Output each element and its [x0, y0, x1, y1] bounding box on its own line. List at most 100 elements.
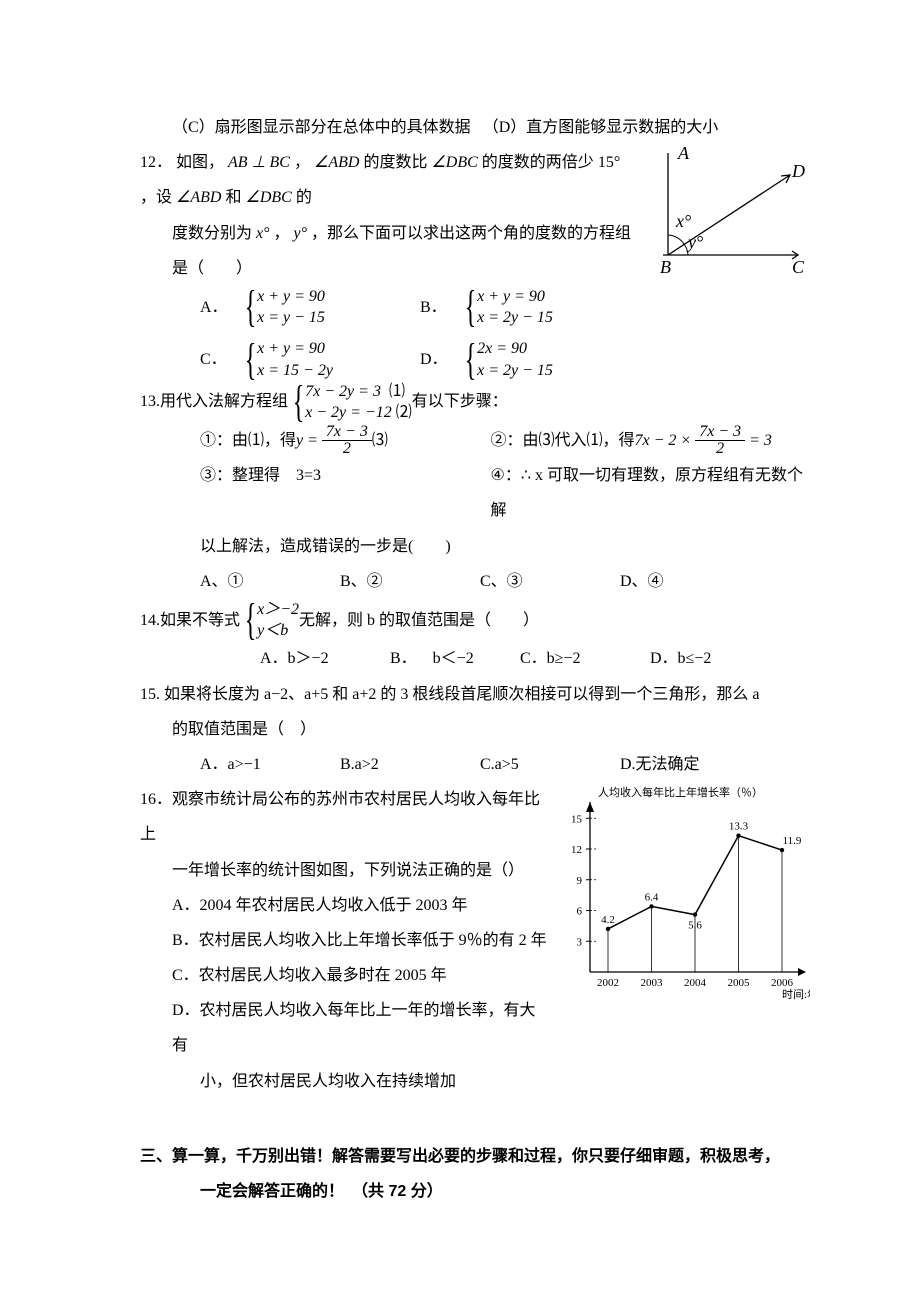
svg-text:12: 12 [571, 844, 582, 856]
q12-block: 12． 如图， AB ⊥ BC ， ∠ABD 的度数比 ∠DBC 的度数的两倍少… [140, 145, 810, 381]
q13-s1-tag: ⑶ [372, 423, 388, 458]
q13-close: 以上解法，造成错误的一步是( ) [140, 529, 810, 564]
q13-optA: A、① [200, 564, 290, 599]
q12-t4: 的度数的两倍少 [482, 154, 594, 171]
q12-opt-b-eq: { x + y = 90 x = 2y − 15 [460, 286, 553, 328]
q15-options: A．a>−1 B.a>2 C.a>5 D.无法确定 [140, 747, 810, 782]
q14-optB: B． b＜−2 [390, 641, 480, 676]
q12-stem-line1: 12． 如图， AB ⊥ BC ， ∠ABD 的度数比 ∠DBC 的度数的两倍少… [140, 145, 640, 215]
svg-text:2002: 2002 [597, 977, 619, 989]
q12-t2: ， [294, 154, 310, 171]
q12-stem-line2: 度数分别为 x° ， y° ，那么下面可以求出这两个角的度数的方程组是（ ） [140, 216, 640, 286]
svg-text:2004: 2004 [684, 977, 707, 989]
section3-line1: 三、算一算，千万别出错！解答需要写出必要的步骤和过程，你只要仔细审题，积极思考， [140, 1139, 810, 1174]
q15-stem1: 15. 如果将长度为 a−2、a+5 和 a+2 的 3 根线段首尾顺次相接可以… [140, 677, 810, 712]
svg-text:13.3: 13.3 [729, 821, 749, 833]
svg-text:时间:年: 时间:年 [782, 987, 810, 1001]
q12-opt-d-eq: { 2x = 90 x = 2y − 15 [460, 338, 553, 380]
q11-options: （C）扇形图显示部分在总体中的具体数据 （D）直方图能够显示数据的大小 [140, 110, 810, 145]
q13-s2-b: = 3 [749, 423, 772, 458]
q12-fig-A: A [677, 145, 690, 163]
q12-fig-B: B [660, 257, 671, 277]
q16-stem1: 16．观察市统计局公布的苏州市农村居民人均收入每年比上 [140, 782, 550, 852]
q15-optD: D.无法确定 [620, 747, 710, 782]
q12-B1: x + y = 90 [477, 286, 553, 307]
q16-stem2: 一年增长率的统计图如图，下列说法正确的是（） [140, 853, 550, 888]
q13-s1-y: y = [296, 423, 318, 458]
q14-options: A．b＞−2 B． b＜−2 C．b≥−2 D．b≤−2 [140, 641, 810, 676]
q12-figure: A D B C x° y° [640, 145, 810, 298]
q13-eq2-tag: ⑵ [396, 403, 412, 422]
q15-optC: C.a>5 [480, 747, 570, 782]
q12-t3: 的度数比 [363, 154, 427, 171]
svg-text:6.4: 6.4 [645, 892, 659, 904]
q14-num: 14. [140, 603, 160, 638]
q12-and: 和 [225, 189, 241, 206]
q12-A1: x + y = 90 [257, 286, 325, 307]
q12-fig-x: x° [675, 211, 691, 231]
q13-f2n: 7x − 3 [695, 424, 745, 441]
q14-eq1: x＞−2 [257, 599, 299, 620]
q13-steps-34: ③：整理得 3=3 ④：∴ x 可取一切有理数，原方程组有无数个解 [140, 458, 810, 528]
q12-c1: ， [274, 225, 290, 242]
svg-text:5.6: 5.6 [688, 920, 702, 932]
svg-text:6: 6 [577, 906, 583, 918]
q16-s1: 观察市统计局公布的苏州市农村居民人均收入每年比上 [140, 791, 540, 843]
q16-optD-1: D．农村居民人均收入每年比上一年的增长率，有大有 [140, 993, 550, 1063]
q12-C1: x + y = 90 [257, 338, 333, 359]
q12-fig-D: D [791, 161, 805, 181]
q16-block: 16．观察市统计局公布的苏州市农村居民人均收入每年比上 一年增长率的统计图如图，… [140, 782, 810, 1099]
q12-dbc: ∠DBC [431, 154, 477, 171]
q16-optA: A．2004 年农村居民人均收入低于 2003 年 [140, 888, 550, 923]
svg-text:2003: 2003 [641, 977, 664, 989]
q14-optC: C．b≥−2 [520, 641, 610, 676]
svg-text:15: 15 [571, 813, 583, 825]
q12-fig-C: C [792, 257, 805, 277]
q12-dbc2: ∠DBC [245, 189, 291, 206]
q12-opt-b-label: B． [420, 290, 460, 325]
q13-steps-12: ①：由⑴，得 y = 7x − 3 2 ⑶ ②：由⑶代入⑴，得 7x − 2 ×… [140, 423, 810, 458]
q13-tail: 有以下步骤： [412, 384, 508, 419]
q12-D1: 2x = 90 [477, 338, 553, 359]
q12-opt-a-eq: { x + y = 90 x = y − 15 [240, 286, 325, 328]
q15-optB: B.a>2 [340, 747, 430, 782]
q12-y: y° [294, 225, 308, 242]
q16-num: 16． [140, 791, 172, 808]
q13-system: { 7x − 2y = 3 ⑴ x − 2y = −12 ⑵ [288, 381, 412, 423]
q14-stem: 14. 如果不等式 { x＞−2 y＜b 无解，则 b 的取值范围是（ ） [140, 599, 810, 641]
q12-abd: ∠ABD [314, 154, 359, 171]
q13-frac1: 7x − 3 2 [322, 424, 372, 457]
q13-f2d: 2 [712, 441, 728, 457]
section3-line2: 一定会解答正确的！ （共 72 分） [140, 1174, 810, 1209]
q12-abd2: ∠ABD [176, 189, 221, 206]
q12-opt-c-label: C． [200, 342, 240, 377]
svg-text:2006: 2006 [771, 977, 794, 989]
q12-num: 12． [140, 154, 172, 171]
q12-opt-c-eq: { x + y = 90 x = 15 − 2y [240, 338, 333, 380]
q16-optD-2: 小，但农村居民人均收入在持续增加 [140, 1064, 550, 1099]
q15-stem2: 的取值范围是（ ） [140, 712, 810, 747]
section3-t1: 算一算，千万别出错！解答需要写出必要的步骤和过程，你只要仔细审题，积极思考， [172, 1148, 780, 1165]
q12-x: x° [256, 225, 270, 242]
q13-stem-text: 用代入法解方程组 [160, 384, 288, 419]
q14-optD: D．b≤−2 [650, 641, 740, 676]
svg-text:人均收入每年比上年增长率（％）: 人均收入每年比上年增长率（％） [598, 785, 763, 799]
q12-t1: 如图， [176, 154, 224, 171]
svg-text:4.2: 4.2 [601, 914, 615, 926]
q12-opt-d-label: D． [420, 342, 460, 377]
svg-text:9: 9 [577, 875, 583, 887]
q12-B2: x = 2y − 15 [477, 307, 553, 328]
section3-lead: 三、 [140, 1148, 172, 1165]
q16-optC: C．农村居民人均收入最多时在 2005 年 [140, 958, 550, 993]
q13-s1-lead: ①：由⑴，得 [200, 423, 296, 458]
q13-s3: ③：整理得 3=3 [200, 467, 321, 484]
q12-options-row-1: A． { x + y = 90 x = y − 15 B． { x [140, 286, 640, 328]
q12-A2: x = y − 15 [257, 307, 325, 328]
q13-s4: ④：∴ x 可取一切有理数，原方程组有无数个解 [490, 467, 803, 519]
q15-num: 15. [140, 686, 160, 703]
q12-abbc: AB ⊥ BC [228, 154, 290, 171]
q13-optB: B、② [340, 564, 430, 599]
exam-page: （C）扇形图显示部分在总体中的具体数据 （D）直方图能够显示数据的大小 12． … [0, 0, 920, 1289]
q13-f1d: 2 [339, 441, 355, 457]
q12-fig-y: y° [686, 232, 703, 252]
